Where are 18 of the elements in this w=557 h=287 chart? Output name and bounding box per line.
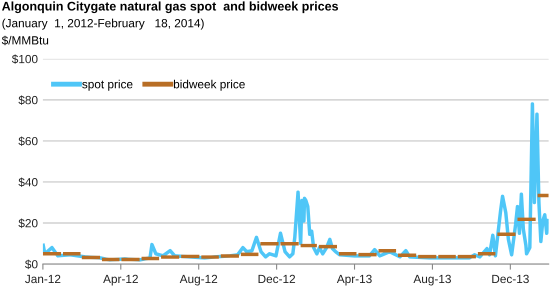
- legend-label: spot price: [82, 80, 133, 91]
- x-tick-label: Aug-13: [413, 274, 451, 286]
- chart-title: Algonquin Citygate natural gas spot and bidweek prices: [2, 1, 338, 14]
- y-tick-label: $100: [12, 54, 38, 64]
- y-tick-label: $0: [25, 260, 38, 270]
- y-tick-label: $60: [18, 136, 38, 146]
- x-tick-label: Dec-12: [258, 274, 296, 284]
- x-tick-label: Apr-12: [103, 274, 138, 286]
- legend-label: bidweek price: [174, 80, 245, 91]
- y-tick-label: $40: [18, 177, 38, 188]
- x-tick-label: Aug-12: [180, 274, 218, 286]
- x-tick-label: Jan-12: [25, 274, 60, 284]
- x-tick-label: Apr-13: [336, 274, 372, 286]
- y-tick-label: $80: [18, 95, 38, 105]
- chart-subtitle: (January 1, 2012-February 18, 2014): [2, 18, 204, 30]
- y-axis-title: $/MMBtu: [2, 36, 48, 46]
- x-tick-label: Dec-13: [492, 274, 529, 284]
- y-tick-label: $20: [18, 218, 38, 228]
